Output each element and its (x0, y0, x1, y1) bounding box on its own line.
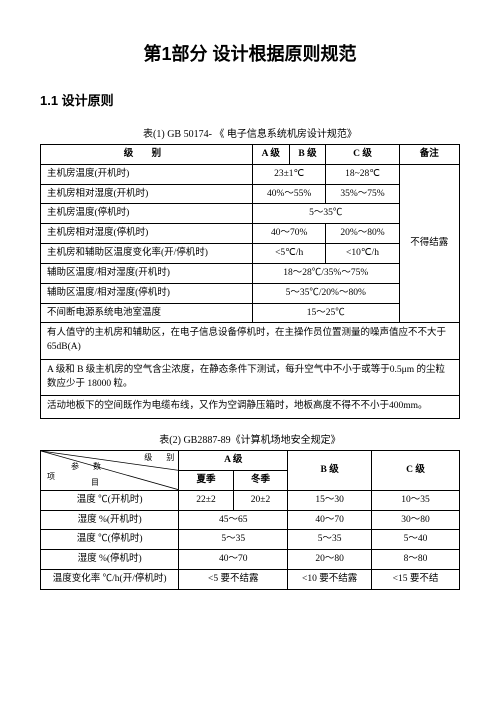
table-row: 有人值守的主机房和辅助区，在电子信息设备停机时，在主操作员位置测量的噪声值应不不… (41, 323, 460, 360)
diagonal-header: 级 别 参 数 项 目 (41, 451, 179, 491)
cell: 15～25℃ (252, 303, 399, 323)
cell: 15～30 (288, 490, 372, 510)
col-header: A 级 (179, 451, 288, 471)
table-row: 级 别 A 级 B 级 C 级 备注 (41, 145, 460, 165)
row-label: 主机房和辅助区温度变化率(开/停机时) (41, 244, 253, 264)
cell: 20%～80% (326, 224, 399, 244)
table-row: 温度 ℃(开机时) 22±2 20±2 15～30 10～35 (41, 490, 460, 510)
cell: 40%～55% (252, 184, 326, 204)
table-row: 不间断电源系统电池室温度 15～25℃ (41, 303, 460, 323)
row-label: 辅助区温度/相对湿度(开机时) (41, 263, 253, 283)
cell: 5～35℃ (252, 204, 399, 224)
row-label: 主机房相对湿度(开机时) (41, 184, 253, 204)
cell: 5～35℃/20%～80% (252, 283, 399, 303)
table-row: 温度变化率 ℃/h(开/停机时) <5 要不结露 <10 要不结露 <15 要不… (41, 570, 460, 590)
cell: 23±1℃ (252, 164, 326, 184)
row-label: 主机房温度(停机时) (41, 204, 253, 224)
cell: <10℃/h (326, 244, 399, 264)
table-row: 湿度 %(停机时) 40～70 20～80 8～80 (41, 550, 460, 570)
table1-caption: 表(1) GB 50174- 《 电子信息系统机房设计规范》 (40, 125, 460, 140)
row-label: 湿度 %(开机时) (41, 510, 179, 530)
table-row: 辅助区温度/相对湿度(开机时) 18～28℃/35%～75% (41, 263, 460, 283)
cell: <5 要不结露 (179, 570, 288, 590)
cell: 40～70 (288, 510, 372, 530)
table-row: 辅助区温度/相对湿度(停机时) 5～35℃/20%～80% (41, 283, 460, 303)
table-row: 温度 ℃(停机时) 5～35 5～35 5～40 (41, 530, 460, 550)
cell: 35%～75% (326, 184, 399, 204)
table2: 级 别 参 数 项 目 A 级 B 级 C 级 夏季 冬季 温度 ℃(开机时) … (40, 450, 460, 590)
table-row: 主机房和辅助区温度变化率(开/停机时) <5℃/h <10℃/h (41, 244, 460, 264)
cell: 45～65 (179, 510, 288, 530)
col-header: 夏季 (179, 470, 233, 490)
cell: 18～28℃/35%～75% (252, 263, 399, 283)
cell: 5～35 (179, 530, 288, 550)
row-label: 辅助区温度/相对湿度(停机时) (41, 283, 253, 303)
cell: 18~28℃ (326, 164, 399, 184)
table-row: A 级和 B 级主机房的空气含尘浓度，在静态条件下测试，每升空气中不小于或等于0… (41, 359, 460, 396)
row-label: 温度变化率 ℃/h(开/停机时) (41, 570, 179, 590)
table-row: 主机房温度(停机时) 5～35℃ (41, 204, 460, 224)
row-label: 温度 ℃(开机时) (41, 490, 179, 510)
cell: 5～40 (372, 530, 460, 550)
table2-caption: 表(2) GB2887-89《计算机场地安全规定》 (40, 431, 460, 446)
remark-cell: 不得结露 (399, 164, 459, 323)
note: 活动地板下的空间既作为电缆布线，又作为空调静压箱时，地板高度不得不不小于400m… (41, 396, 460, 419)
col-header: B 级 (288, 451, 372, 491)
cell: <15 要不结 (372, 570, 460, 590)
cell: 10～35 (372, 490, 460, 510)
table-row: 级 别 参 数 项 目 A 级 B 级 C 级 (41, 451, 460, 471)
cell: 8～80 (372, 550, 460, 570)
table-row: 活动地板下的空间既作为电缆布线，又作为空调静压箱时，地板高度不得不不小于400m… (41, 396, 460, 419)
col-header: C 级 (326, 145, 399, 165)
cell: 40～70 (179, 550, 288, 570)
col-header: 备注 (399, 145, 459, 165)
note: 有人值守的主机房和辅助区，在电子信息设备停机时，在主操作员位置测量的噪声值应不不… (41, 323, 460, 360)
col-header: 冬季 (233, 470, 287, 490)
row-label: 主机房相对湿度(停机时) (41, 224, 253, 244)
cell: <5℃/h (252, 244, 326, 264)
cell: 20～80 (288, 550, 372, 570)
table1: 级 别 A 级 B 级 C 级 备注 主机房温度(开机时) 23±1℃ 18~2… (40, 144, 460, 419)
cell: 40～70% (252, 224, 326, 244)
section-title: 1.1 设计原则 (40, 90, 460, 109)
table-row: 主机房温度(开机时) 23±1℃ 18~28℃ 不得结露 (41, 164, 460, 184)
table-row: 湿度 %(开机时) 45～65 40～70 30～80 (41, 510, 460, 530)
cell: 30～80 (372, 510, 460, 530)
cell: 5～35 (288, 530, 372, 550)
row-label: 主机房温度(开机时) (41, 164, 253, 184)
table-row: 主机房相对湿度(开机时) 40%～55% 35%～75% (41, 184, 460, 204)
col-header: 级 别 (41, 145, 253, 165)
cell: <10 要不结露 (288, 570, 372, 590)
col-header: C 级 (372, 451, 460, 491)
table-row: 主机房相对湿度(停机时) 40～70% 20%～80% (41, 224, 460, 244)
cell: 20±2 (233, 490, 287, 510)
row-label: 不间断电源系统电池室温度 (41, 303, 253, 323)
cell: 22±2 (179, 490, 233, 510)
row-label: 温度 ℃(停机时) (41, 530, 179, 550)
row-label: 湿度 %(停机时) (41, 550, 179, 570)
col-header: A 级 (252, 145, 289, 165)
page-title: 第1部分 设计根据原则规范 (40, 40, 460, 66)
col-header: B 级 (289, 145, 326, 165)
note: A 级和 B 级主机房的空气含尘浓度，在静态条件下测试，每升空气中不小于或等于0… (41, 359, 460, 396)
